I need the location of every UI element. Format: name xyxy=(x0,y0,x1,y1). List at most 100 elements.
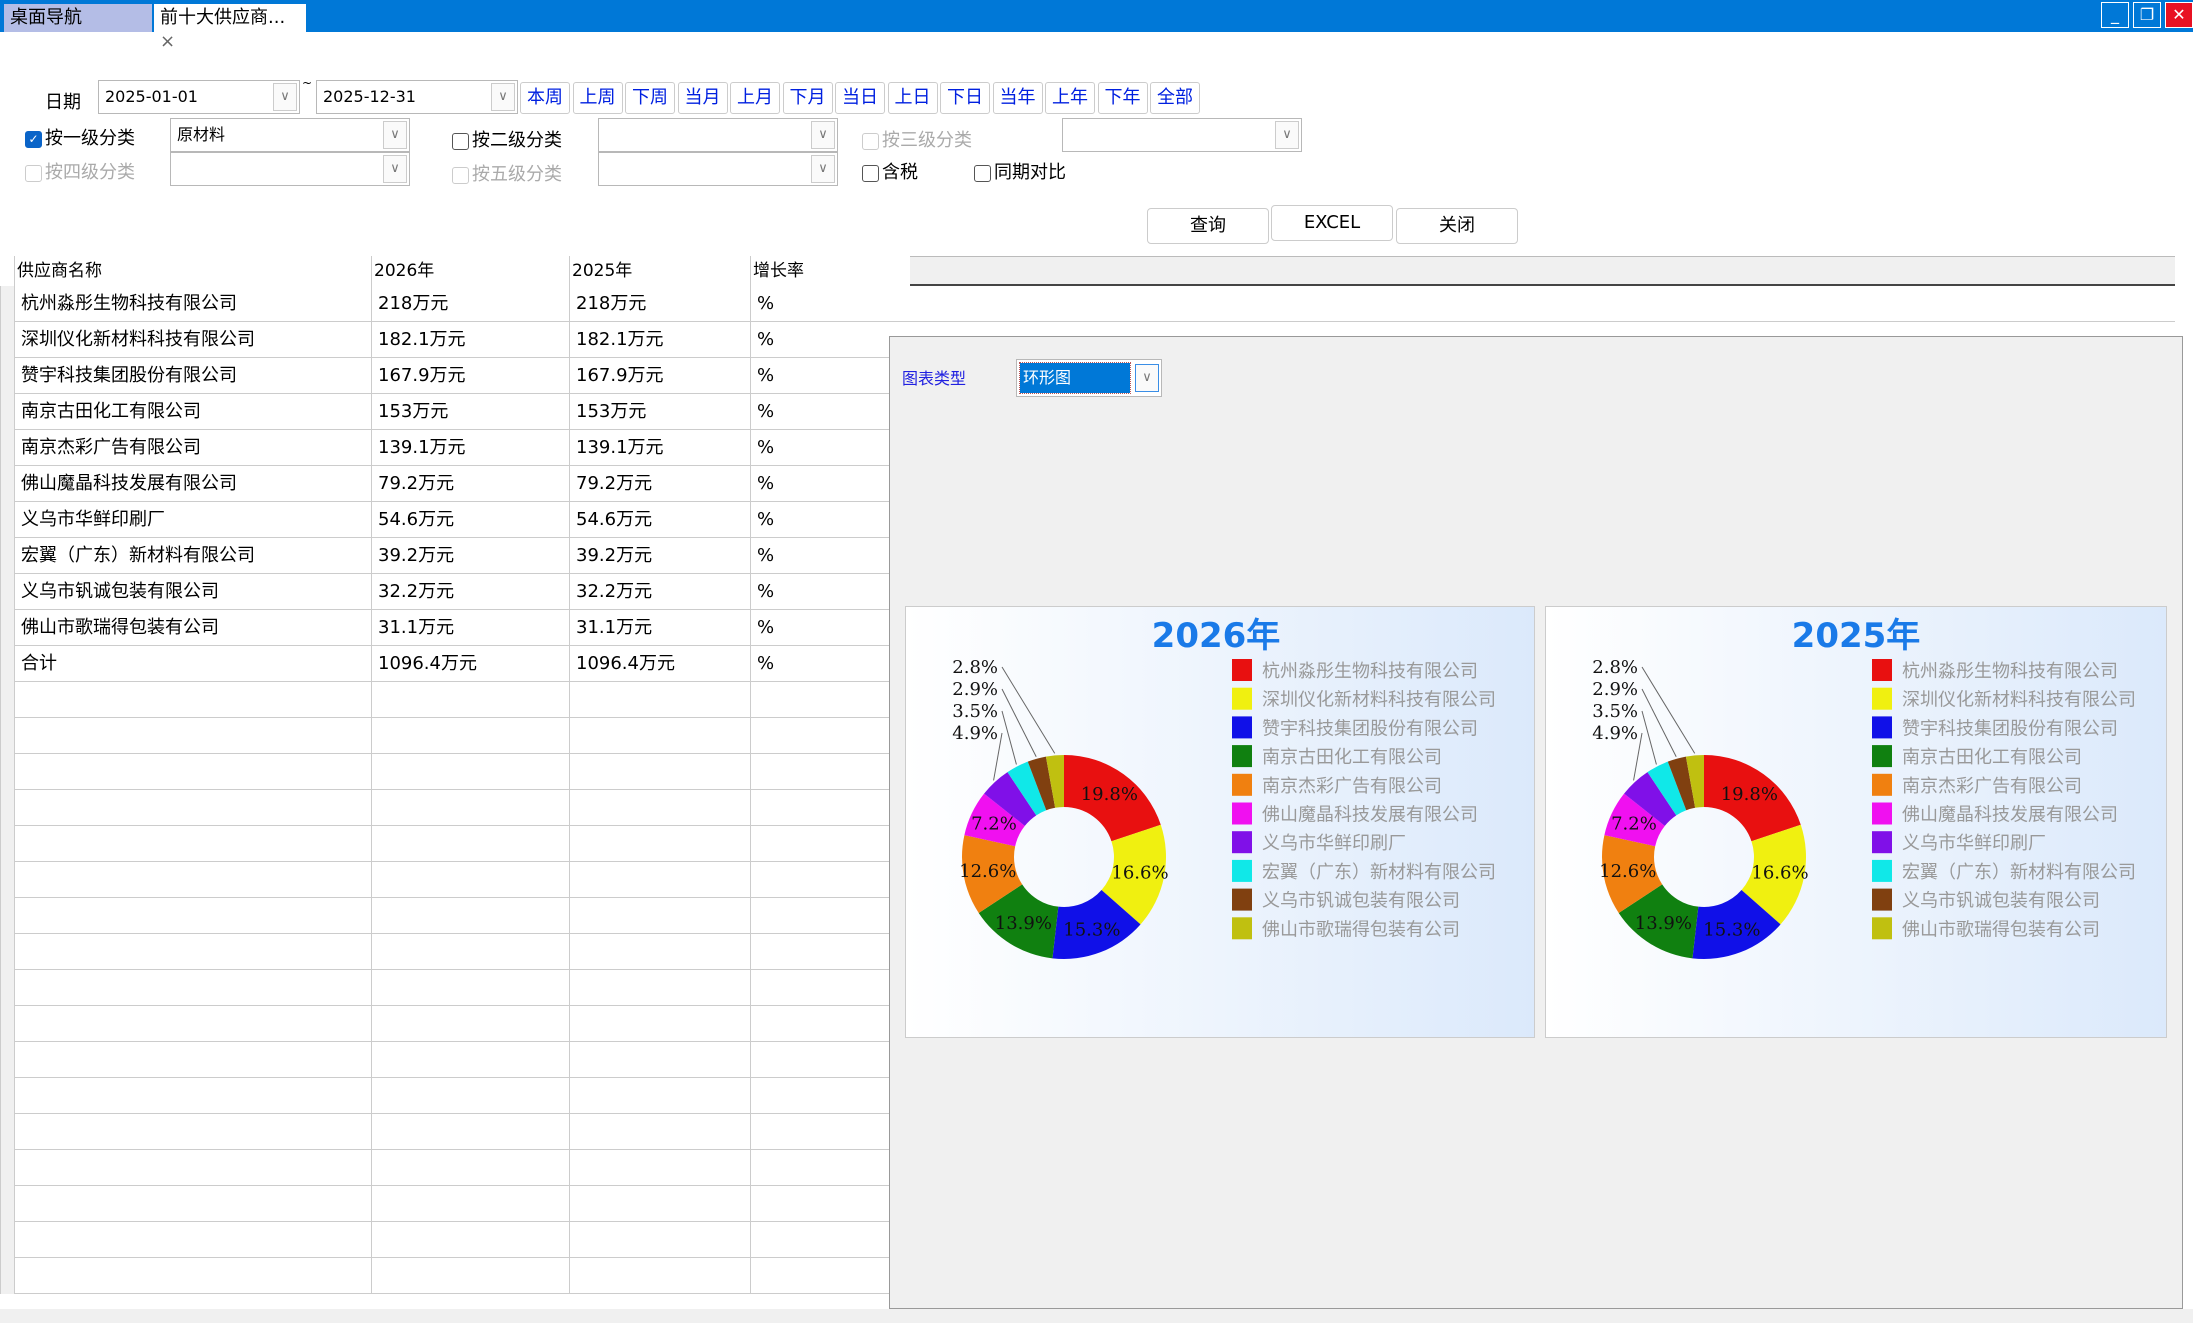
date-to-picker[interactable]: 2025-12-31 ∨ xyxy=(316,80,518,114)
row-selector[interactable] xyxy=(0,646,14,682)
row-selector[interactable] xyxy=(0,1114,14,1150)
row-selector[interactable] xyxy=(0,718,14,754)
chevron-down-icon[interactable]: ∨ xyxy=(811,121,835,149)
checkbox-icon[interactable] xyxy=(452,132,469,150)
row-selector[interactable] xyxy=(0,322,14,358)
table-row[interactable] xyxy=(0,718,889,754)
close-button[interactable]: 关闭 xyxy=(1396,208,1518,244)
row-selector[interactable] xyxy=(0,466,14,502)
row-selector[interactable] xyxy=(0,1042,14,1078)
table-row[interactable]: 义乌市钒诚包装有限公司 32.2万元 32.2万元% xyxy=(0,574,889,610)
level3-checkbox[interactable]: 按三级分类 xyxy=(862,126,972,152)
table-row[interactable]: 合计 1096.4万元 1096.4万元% xyxy=(0,646,889,682)
checkbox-icon[interactable] xyxy=(862,132,879,150)
row-selector[interactable] xyxy=(0,286,14,322)
chevron-down-icon[interactable]: ∨ xyxy=(1135,364,1159,392)
quick-date-button[interactable]: 当年 xyxy=(992,82,1043,114)
query-button[interactable]: 查询 xyxy=(1147,208,1269,244)
row-selector[interactable] xyxy=(0,1222,14,1258)
quick-date-button[interactable]: 上周 xyxy=(572,82,623,114)
tab-desktop-nav[interactable]: 桌面导航 xyxy=(4,4,152,32)
quick-date-button[interactable]: 上日 xyxy=(887,82,938,114)
level1-checkbox[interactable]: ✓ 按一级分类 xyxy=(25,124,135,150)
level1-select[interactable]: 原材料 ∨ xyxy=(170,118,410,152)
chart-type-select[interactable]: 环形图 ∨ xyxy=(1016,359,1162,397)
tax-checkbox[interactable]: 含税 xyxy=(862,158,918,184)
table-row[interactable] xyxy=(0,862,889,898)
row-selector[interactable] xyxy=(0,934,14,970)
checkbox-icon[interactable] xyxy=(25,164,42,182)
quick-date-button[interactable]: 当日 xyxy=(835,82,885,114)
row-selector[interactable] xyxy=(0,1006,14,1042)
table-row[interactable] xyxy=(0,1186,889,1222)
row-selector[interactable] xyxy=(0,502,14,538)
level2-checkbox[interactable]: 按二级分类 xyxy=(452,126,562,152)
row-selector[interactable] xyxy=(0,826,14,862)
chevron-down-icon[interactable]: ∨ xyxy=(491,83,515,111)
yoy-checkbox[interactable]: 同期对比 xyxy=(974,158,1066,184)
tab-top10-suppliers[interactable]: 前十大供应商... × xyxy=(154,4,306,52)
quick-date-button[interactable]: 本周 xyxy=(520,82,570,114)
row-selector[interactable] xyxy=(0,898,14,934)
quick-date-button[interactable]: 下周 xyxy=(625,82,675,114)
table-row[interactable]: 南京古田化工有限公司 153万元 153万元% xyxy=(0,394,889,430)
row-selector[interactable] xyxy=(0,970,14,1006)
close-window-button[interactable]: ✕ xyxy=(2165,2,2193,28)
row-selector[interactable] xyxy=(0,682,14,718)
quick-date-button[interactable]: 全部 xyxy=(1150,82,1200,114)
table-row[interactable] xyxy=(0,1114,889,1150)
checkbox-icon[interactable] xyxy=(452,166,469,184)
date-from-picker[interactable]: 2025-01-01 ∨ xyxy=(98,80,300,114)
minimize-button[interactable]: _ xyxy=(2101,2,2129,28)
table-row[interactable]: 佛山魔晶科技发展有限公司 79.2万元 79.2万元% xyxy=(0,466,889,502)
quick-date-button[interactable]: 下日 xyxy=(940,82,990,114)
row-selector[interactable] xyxy=(0,610,14,646)
table-row[interactable]: 义乌市华鲜印刷厂 54.6万元 54.6万元% xyxy=(0,502,889,538)
quick-date-button[interactable]: 上月 xyxy=(730,82,780,114)
chevron-down-icon[interactable]: ∨ xyxy=(811,155,835,183)
row-selector[interactable] xyxy=(0,394,14,430)
row-selector[interactable] xyxy=(0,754,14,790)
table-row[interactable] xyxy=(0,1078,889,1114)
chevron-down-icon[interactable]: ∨ xyxy=(383,121,407,149)
column-header[interactable]: 2025年 xyxy=(569,256,750,286)
chevron-down-icon[interactable]: ∨ xyxy=(273,83,297,111)
chevron-down-icon[interactable]: ∨ xyxy=(1275,121,1299,149)
table-row[interactable] xyxy=(0,790,889,826)
checkbox-checked-icon[interactable]: ✓ xyxy=(25,130,42,148)
table-row[interactable] xyxy=(0,970,889,1006)
table-row[interactable] xyxy=(0,1042,889,1078)
table-row[interactable] xyxy=(0,1150,889,1186)
row-selector[interactable] xyxy=(0,1258,14,1294)
row-selector[interactable] xyxy=(0,574,14,610)
column-header[interactable]: 供应商名称 xyxy=(14,256,371,286)
table-row[interactable] xyxy=(0,682,889,718)
quick-date-button[interactable]: 当月 xyxy=(677,82,728,114)
restore-button[interactable]: ❐ xyxy=(2133,2,2161,28)
level2-select[interactable]: ∨ xyxy=(598,118,838,152)
quick-date-button[interactable]: 下年 xyxy=(1097,82,1148,114)
quick-date-button[interactable]: 下月 xyxy=(782,82,833,114)
column-header[interactable]: 增长率 xyxy=(750,256,910,286)
table-row[interactable] xyxy=(0,1258,889,1294)
table-row[interactable]: 佛山市歌瑞得包装有公司 31.1万元 31.1万元% xyxy=(0,610,889,646)
table-row[interactable] xyxy=(0,1222,889,1258)
close-tab-icon[interactable]: × xyxy=(160,31,176,52)
table-row[interactable]: 赞宇科技集团股份有限公司 167.9万元 167.9万元% xyxy=(0,358,889,394)
table-row[interactable]: 杭州淼彤生物科技有限公司 218万元 218万元% xyxy=(0,286,2175,322)
table-row[interactable]: 宏翼（广东）新材料有限公司 39.2万元 39.2万元% xyxy=(0,538,889,574)
level5-checkbox[interactable]: 按五级分类 xyxy=(452,160,562,186)
table-row[interactable] xyxy=(0,1006,889,1042)
table-row[interactable] xyxy=(0,934,889,970)
excel-button[interactable]: EXCEL xyxy=(1271,205,1393,241)
row-selector[interactable] xyxy=(0,358,14,394)
table-row[interactable] xyxy=(0,826,889,862)
level3-select[interactable]: ∨ xyxy=(1062,118,1302,152)
row-selector[interactable] xyxy=(0,430,14,466)
table-row[interactable] xyxy=(0,898,889,934)
table-row[interactable]: 深圳仪化新材料科技有限公司 182.1万元 182.1万元% xyxy=(0,322,889,358)
checkbox-icon[interactable] xyxy=(974,164,991,182)
row-selector[interactable] xyxy=(0,862,14,898)
level5-select[interactable]: ∨ xyxy=(598,152,838,186)
row-selector[interactable] xyxy=(0,1078,14,1114)
